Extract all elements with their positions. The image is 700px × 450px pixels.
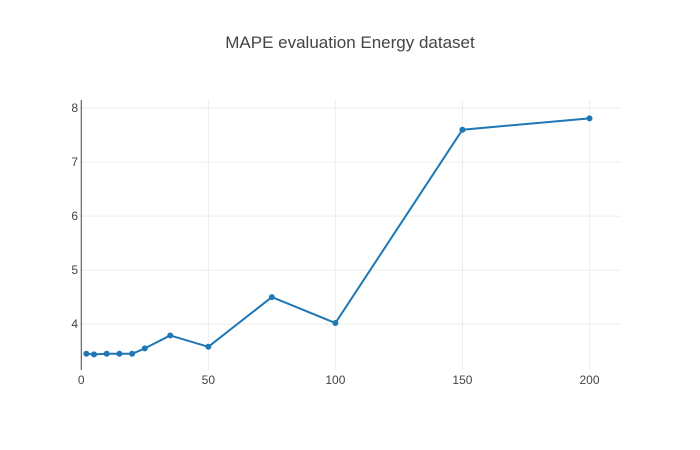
series-line — [86, 117, 590, 356]
data-point — [129, 350, 136, 357]
x-tick-label: 100 — [325, 373, 345, 387]
tick-labels: 0 50 100 150 200 4 5 6 7 8 — [71, 101, 600, 387]
x-tick-label: 150 — [452, 373, 472, 387]
y-tick-label: 6 — [71, 209, 78, 223]
y-tick-label: 5 — [71, 263, 78, 277]
data-series — [83, 115, 593, 358]
data-point — [586, 115, 593, 122]
data-point — [332, 320, 339, 327]
data-point — [268, 294, 275, 301]
data-point — [205, 343, 212, 350]
data-point — [167, 332, 174, 339]
y-tick-label: 8 — [71, 101, 78, 115]
data-point — [116, 350, 123, 357]
x-tick-label: 0 — [78, 373, 85, 387]
y-tick-label: 7 — [71, 155, 78, 169]
data-point — [90, 351, 97, 358]
data-point — [459, 126, 466, 133]
data-point — [103, 350, 110, 357]
gridlines — [80, 100, 620, 370]
y-tick-label: 4 — [71, 317, 78, 331]
x-tick-label: 50 — [202, 373, 216, 387]
data-point — [141, 345, 148, 352]
data-point — [83, 350, 90, 357]
x-tick-label: 200 — [579, 373, 599, 387]
chart-title: MAPE evaluation Energy dataset — [225, 33, 475, 52]
